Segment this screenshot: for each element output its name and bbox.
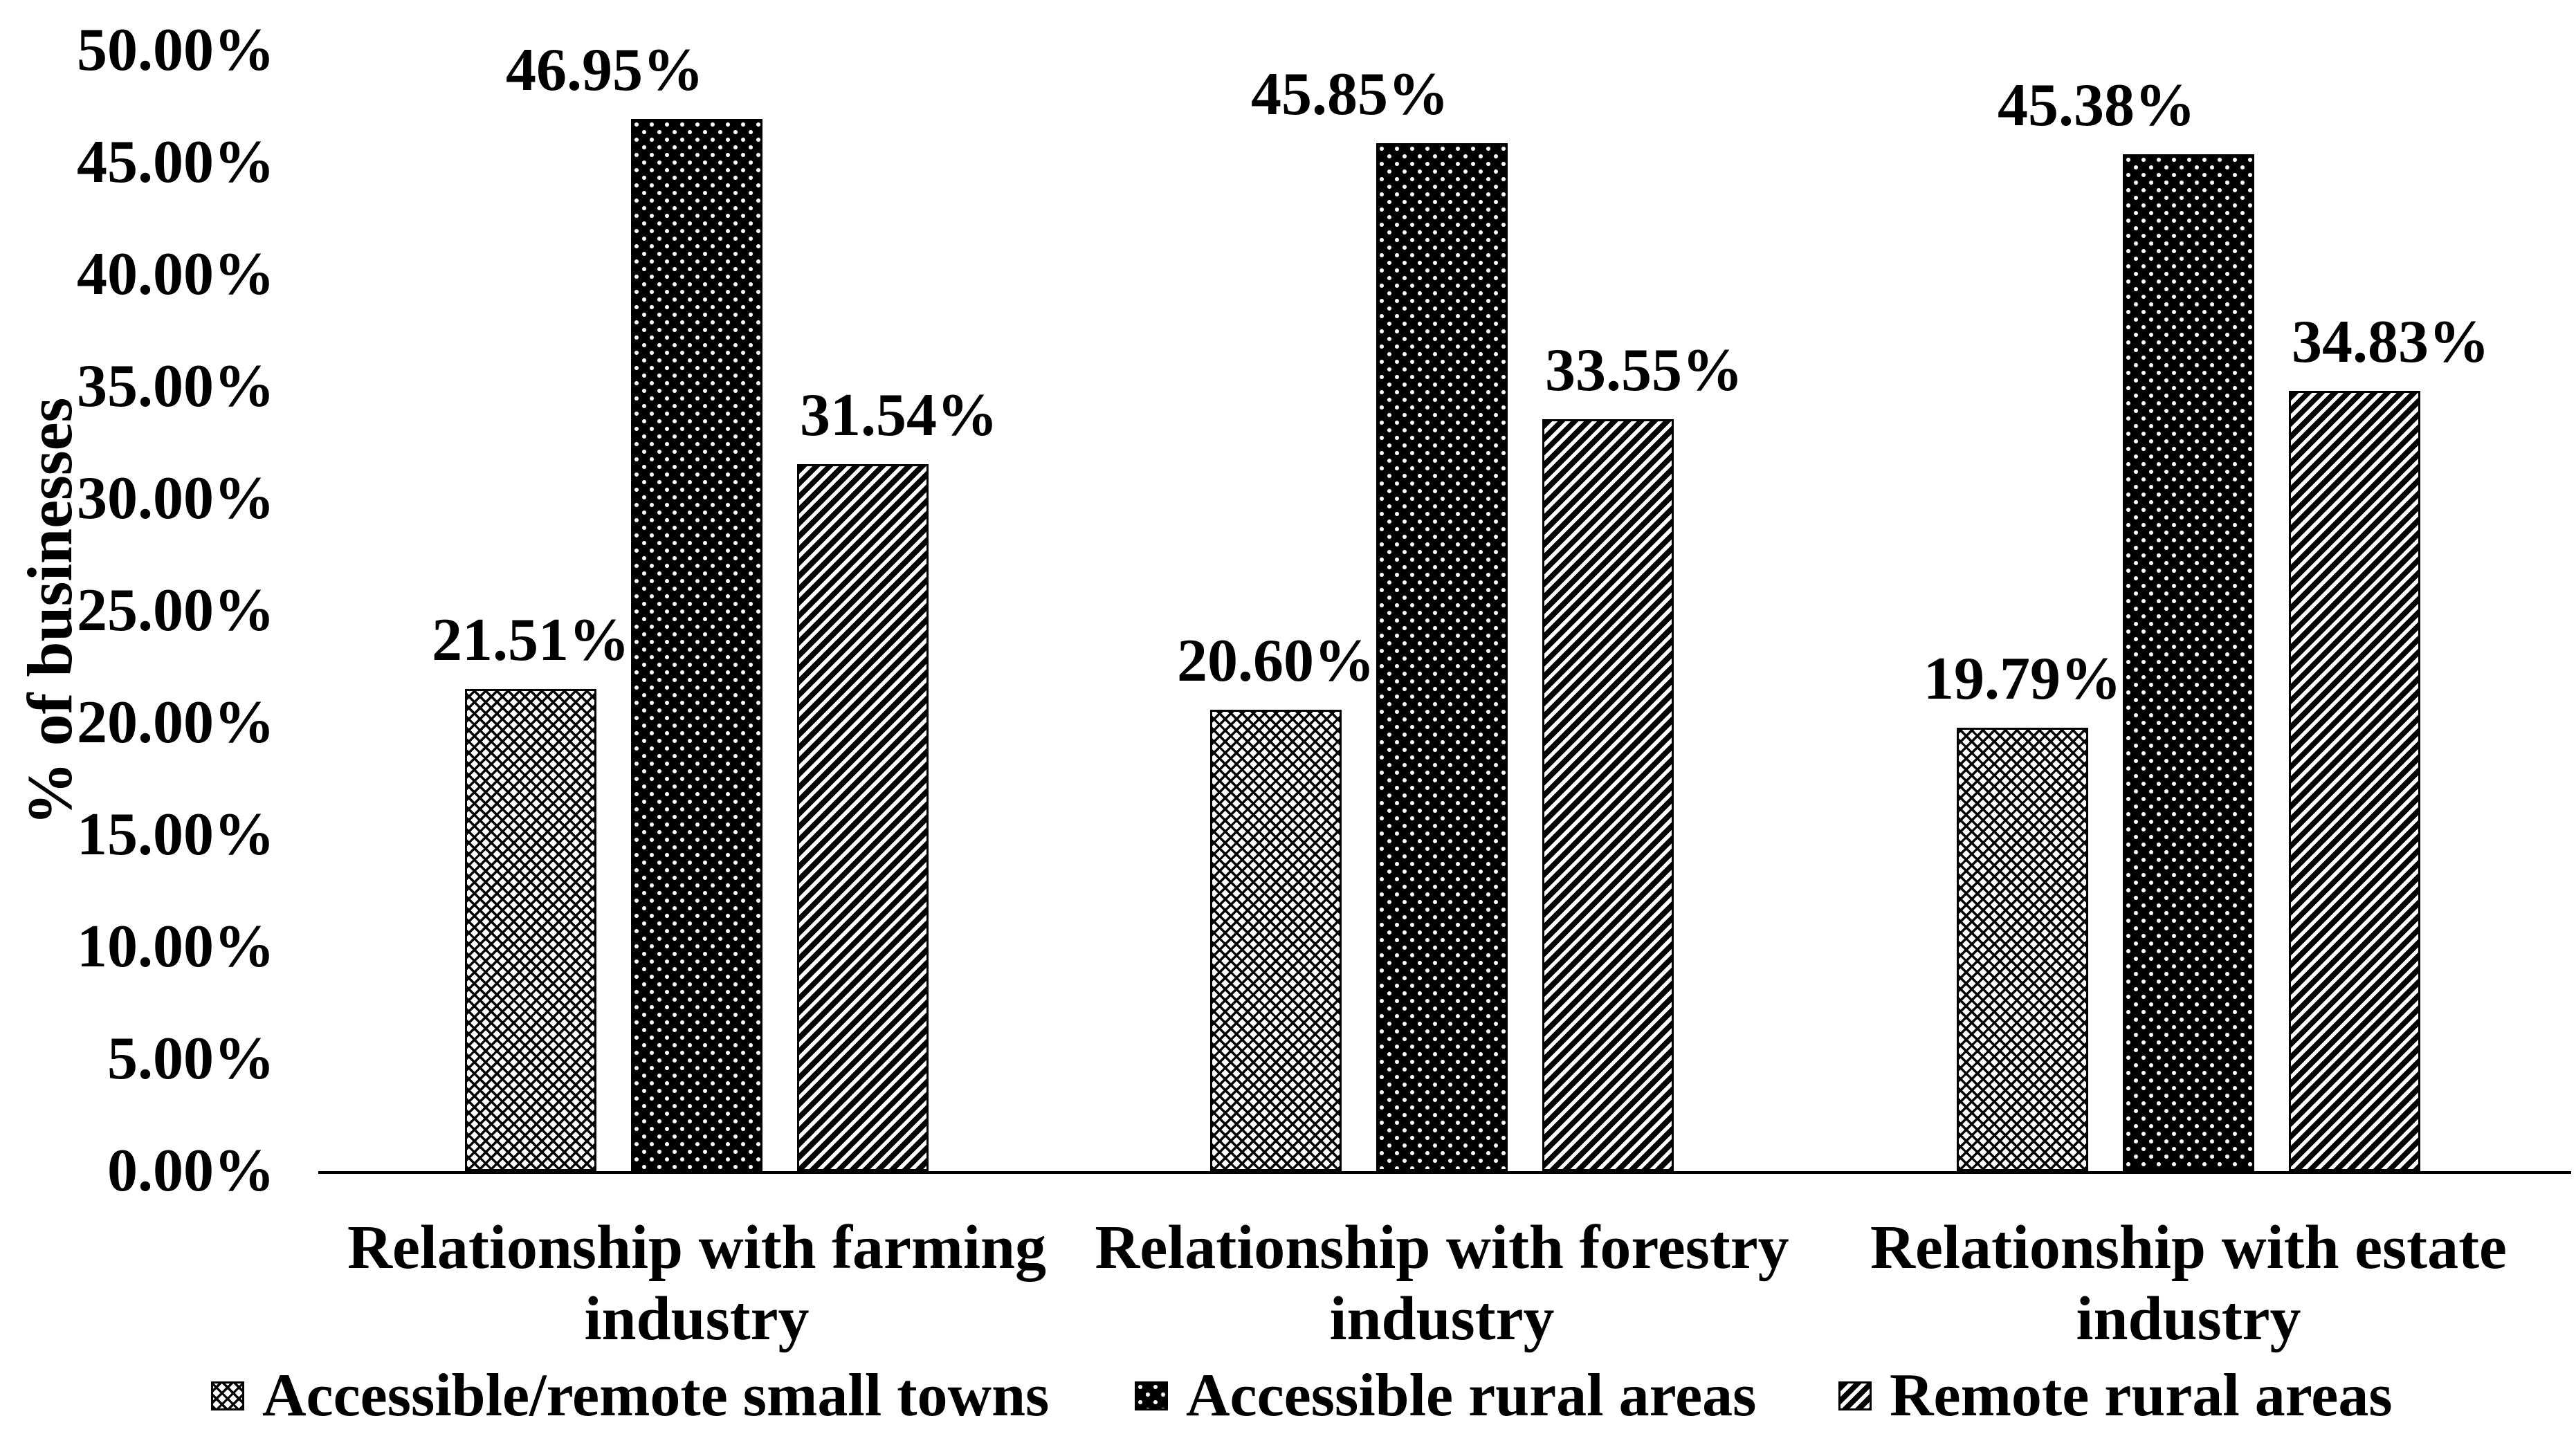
- bar-light-crosshatch: [1210, 709, 1342, 1171]
- bar-black-white-dots: [1376, 143, 1508, 1171]
- legend-label: Accessible/remote small towns: [262, 1362, 1050, 1429]
- y-tick-label: 0.00%: [107, 1137, 275, 1204]
- bar-light-crosshatch: [1957, 727, 2088, 1171]
- bar-diagonal-stripes: [2289, 390, 2420, 1171]
- bar-light-crosshatch: [465, 689, 596, 1171]
- y-tick-label: 5.00%: [107, 1025, 275, 1092]
- y-tick-label: 35.00%: [77, 353, 275, 420]
- bar-value-label: 21.51%: [432, 607, 630, 674]
- y-tick-label: 30.00%: [77, 465, 275, 532]
- legend-item: Remote rural areas: [1838, 1361, 2393, 1431]
- bar-value-label: 31.54%: [800, 382, 998, 450]
- legend-swatch-light-crosshatch: [211, 1381, 244, 1410]
- legend-swatch-black-white-dots: [1135, 1381, 1168, 1410]
- bar-value-label: 34.83%: [2292, 308, 2490, 376]
- y-tick-label: 50.00%: [77, 17, 275, 84]
- legend-label: Accessible rural areas: [1186, 1362, 1757, 1429]
- y-tick-label: 40.00%: [77, 241, 275, 308]
- y-tick-label: 45.00%: [77, 129, 275, 196]
- y-tick-label: 10.00%: [77, 913, 275, 980]
- bar-value-label: 46.95%: [506, 36, 704, 104]
- y-tick-label: 25.00%: [77, 577, 275, 644]
- plot-area: 21.51% 46.95% 31.54% 20.60% 45.85% 33.55% 19.7…: [318, 38, 2571, 1171]
- bar-value-label: 19.79%: [1924, 645, 2121, 713]
- legend-label: Remote rural areas: [1890, 1362, 2393, 1429]
- bar-diagonal-stripes: [797, 464, 929, 1171]
- bar-value-label: 45.85%: [1251, 61, 1449, 129]
- category-label: Relationship with farming industry: [347, 1213, 1047, 1353]
- category-label: Relationship with forestry industry: [1095, 1213, 1789, 1353]
- legend-swatch-diagonal-stripes: [1838, 1381, 1872, 1410]
- bar-diagonal-stripes: [1542, 419, 1674, 1171]
- legend-item: Accessible rural areas: [1135, 1361, 1756, 1431]
- bar-black-white-dots: [2123, 154, 2254, 1171]
- bar-black-white-dots: [631, 118, 762, 1171]
- bar-value-label: 33.55%: [1545, 336, 1743, 404]
- category-label: Relationship with estate industry: [1870, 1213, 2507, 1353]
- y-tick-label: 15.00%: [77, 801, 275, 868]
- y-tick-label: 20.00%: [77, 689, 275, 756]
- bar-value-label: 20.60%: [1177, 627, 1375, 695]
- x-axis-line: [318, 1171, 2571, 1174]
- bar-value-label: 45.38%: [1998, 71, 2195, 139]
- legend-item: Accessible/remote small towns: [211, 1361, 1049, 1431]
